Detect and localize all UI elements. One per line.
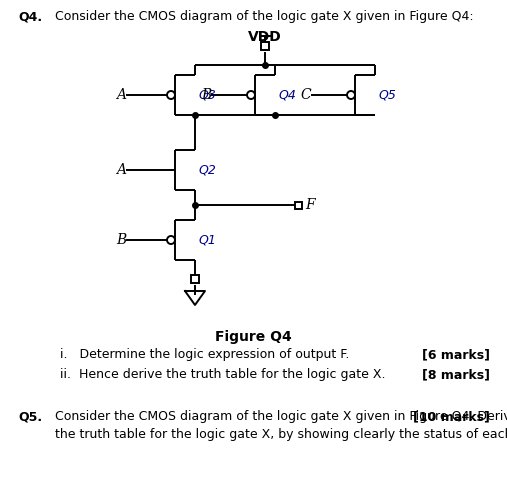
Text: VDD: VDD — [248, 30, 282, 44]
Text: i.   Determine the logic expression of output F.: i. Determine the logic expression of out… — [60, 348, 349, 361]
Text: Q3: Q3 — [198, 88, 216, 101]
Text: the truth table for the logic gate X, by showing clearly the status of each tran: the truth table for the logic gate X, by… — [55, 428, 507, 441]
Bar — [295, 202, 302, 209]
Text: C: C — [300, 88, 311, 102]
Text: Q5: Q5 — [378, 88, 396, 101]
Bar — [261, 42, 269, 50]
Text: B: B — [116, 233, 126, 247]
Text: Q2: Q2 — [198, 164, 216, 177]
Text: [6 marks]: [6 marks] — [422, 348, 490, 361]
Text: Q4: Q4 — [278, 88, 296, 101]
Text: ii.  Hence derive the truth table for the logic gate X.: ii. Hence derive the truth table for the… — [60, 368, 385, 381]
Text: Consider the CMOS diagram of the logic gate X given in Figure Q4. Derive: Consider the CMOS diagram of the logic g… — [55, 410, 507, 423]
Text: A: A — [116, 88, 126, 102]
Text: A: A — [116, 163, 126, 177]
Text: B: B — [201, 88, 211, 102]
Text: [10 marks]: [10 marks] — [413, 410, 490, 423]
Bar — [191, 275, 199, 283]
Text: Q5.: Q5. — [18, 410, 42, 423]
Text: Figure Q4: Figure Q4 — [214, 330, 292, 344]
Text: Q1: Q1 — [198, 234, 216, 247]
Text: F: F — [305, 198, 315, 212]
Text: [8 marks]: [8 marks] — [422, 368, 490, 381]
Text: Consider the CMOS diagram of the logic gate X given in Figure Q4:: Consider the CMOS diagram of the logic g… — [55, 10, 474, 23]
Text: Q4.: Q4. — [18, 10, 42, 23]
